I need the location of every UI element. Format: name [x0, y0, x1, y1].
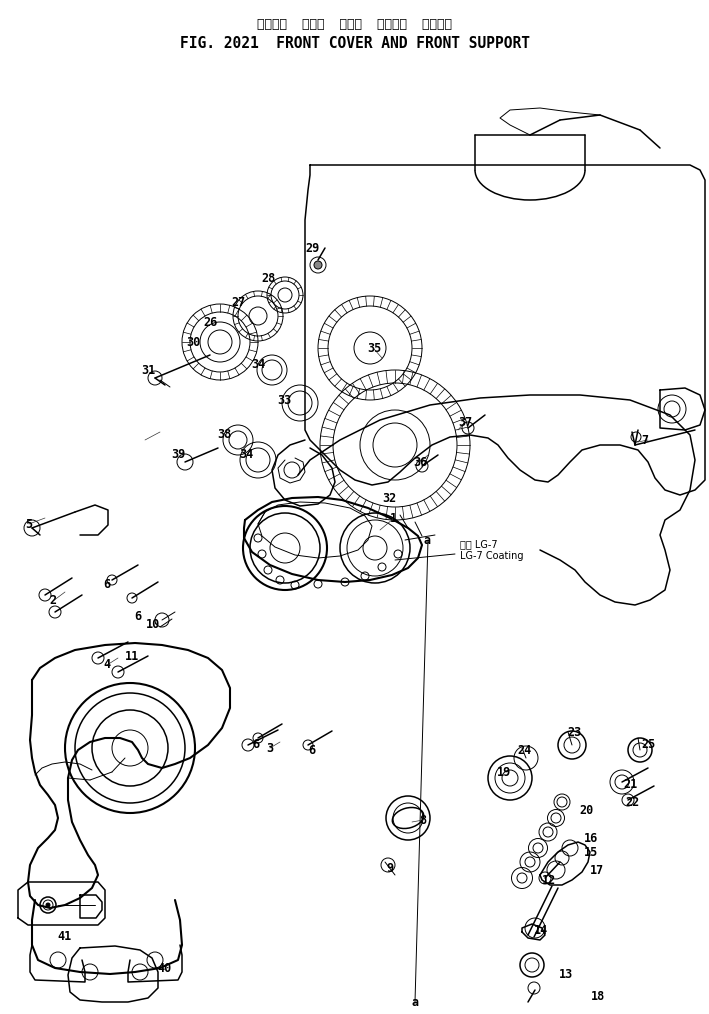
- Text: 20: 20: [580, 803, 594, 816]
- Text: 41: 41: [57, 930, 71, 942]
- Text: 塗布 LG-7: 塗布 LG-7: [460, 539, 498, 549]
- Circle shape: [314, 261, 322, 269]
- Text: 24: 24: [517, 743, 531, 756]
- Text: a: a: [423, 534, 430, 548]
- Text: FIG. 2021  FRONT COVER AND FRONT SUPPORT: FIG. 2021 FRONT COVER AND FRONT SUPPORT: [179, 37, 530, 51]
- Text: 22: 22: [626, 797, 640, 809]
- Text: 19: 19: [497, 766, 511, 779]
- Text: 38: 38: [217, 429, 231, 441]
- Text: 8: 8: [420, 813, 427, 826]
- Text: 34: 34: [239, 448, 253, 461]
- Text: 21: 21: [623, 778, 637, 791]
- Text: 40: 40: [157, 961, 171, 974]
- Text: LG-7 Coating: LG-7 Coating: [460, 551, 523, 561]
- Text: 13: 13: [559, 968, 573, 982]
- Text: 11: 11: [125, 650, 139, 662]
- Text: 4: 4: [104, 658, 111, 671]
- Text: 33: 33: [277, 393, 291, 407]
- Text: 26: 26: [203, 316, 217, 330]
- Text: 32: 32: [382, 493, 396, 506]
- Text: 1: 1: [389, 512, 396, 525]
- Text: 37: 37: [458, 416, 472, 429]
- Text: 23: 23: [567, 726, 581, 739]
- Text: 9: 9: [386, 862, 393, 874]
- Text: 31: 31: [141, 363, 155, 376]
- Text: 16: 16: [584, 832, 598, 846]
- Text: 6: 6: [135, 609, 142, 623]
- Text: フロント  カバー  および  フロント  サポート: フロント カバー および フロント サポート: [257, 18, 452, 31]
- Text: 30: 30: [186, 337, 200, 350]
- Text: 39: 39: [171, 447, 185, 460]
- Text: 14: 14: [534, 924, 548, 937]
- Text: 36: 36: [413, 455, 427, 468]
- Text: 10: 10: [146, 618, 160, 631]
- Text: 18: 18: [591, 990, 605, 1003]
- Text: 15: 15: [584, 847, 598, 860]
- Text: 7: 7: [642, 434, 649, 446]
- Text: 28: 28: [261, 273, 275, 286]
- Text: 6: 6: [252, 737, 259, 750]
- Text: 2: 2: [50, 594, 57, 607]
- Text: 34: 34: [251, 358, 265, 370]
- Text: 6: 6: [308, 744, 316, 757]
- Text: 3: 3: [267, 741, 274, 754]
- Circle shape: [46, 903, 50, 907]
- Text: 25: 25: [641, 738, 655, 751]
- Text: 5: 5: [26, 517, 33, 530]
- Text: a: a: [411, 997, 418, 1010]
- Text: 35: 35: [367, 343, 381, 356]
- Text: 12: 12: [542, 873, 556, 886]
- Text: 29: 29: [305, 241, 319, 255]
- Text: 17: 17: [590, 864, 604, 876]
- Text: 27: 27: [231, 295, 245, 308]
- Text: 6: 6: [104, 578, 111, 590]
